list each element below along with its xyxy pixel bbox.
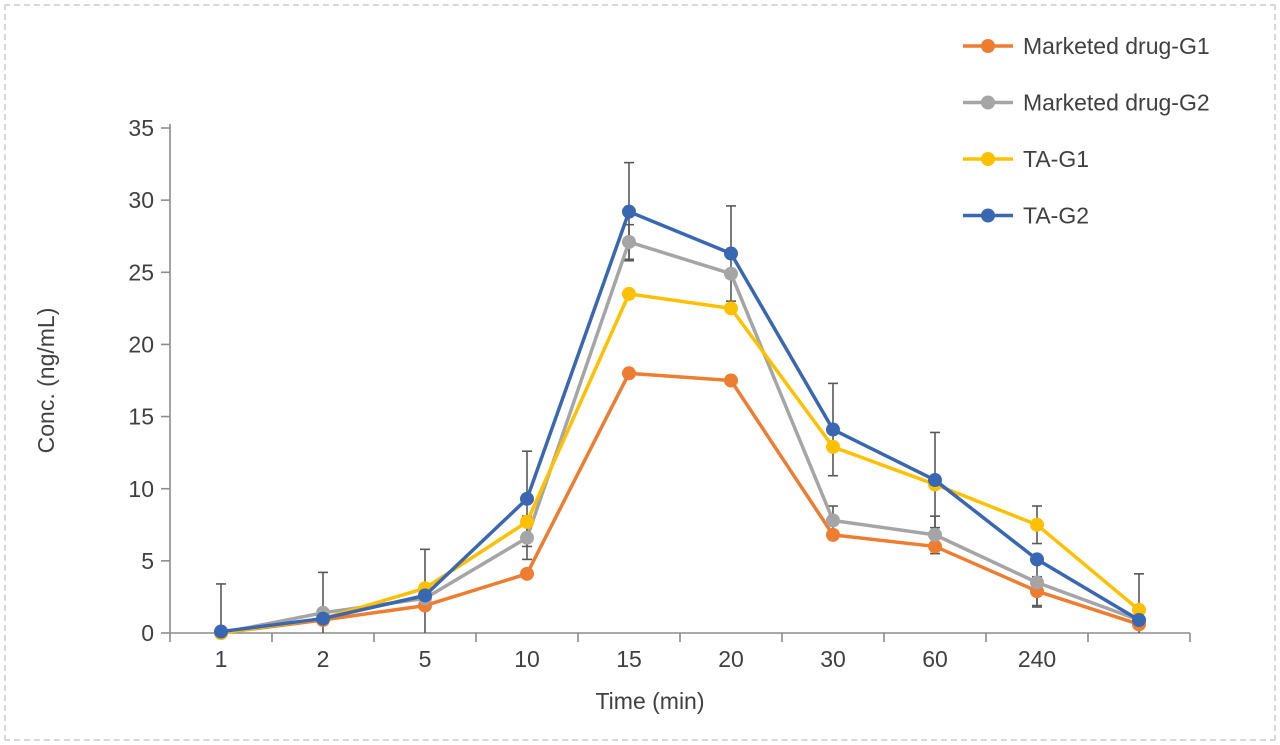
data-point-marketed-drug-g2 — [622, 234, 636, 249]
legend-marker-dot — [981, 39, 995, 53]
series-line-ta-g2 — [219, 209, 1141, 634]
y-tick-label: 20 — [128, 331, 154, 357]
series-ta-g2 — [214, 204, 1146, 639]
x-tick-label: 2 — [317, 646, 330, 672]
data-point-ta-g2 — [724, 246, 738, 261]
x-axis-title: Time (min) — [595, 688, 704, 714]
data-point-ta-g1 — [724, 301, 738, 316]
data-point-marketed-drug-g2 — [724, 266, 738, 281]
legend-item-ta-g1: TA-G1 — [963, 146, 1089, 172]
y-tick-label: 15 — [128, 404, 154, 430]
legend-label: Marketed drug-G2 — [1023, 90, 1210, 116]
y-tick-label: 10 — [128, 476, 154, 502]
data-point-ta-g1 — [1132, 602, 1146, 617]
x-axis-tick-labels: 1 2 5 10 15 20 30 60 240 — [215, 646, 1057, 672]
x-tick-label: 15 — [616, 646, 642, 672]
x-tick-label: 5 — [419, 646, 432, 672]
legend-label: TA-G2 — [1023, 203, 1089, 229]
y-axis-tick-labels: 0 5 10 15 20 25 30 35 — [128, 115, 154, 646]
legend: Marketed drug-G1 Marketed drug-G2 TA-G1 TA-… — [963, 33, 1210, 229]
y-axis-title: Conc. (ng/mL) — [33, 308, 59, 454]
data-point-marketed-drug-g2 — [1030, 575, 1044, 590]
data-point-ta-g1 — [1030, 517, 1044, 532]
data-point-ta-g1 — [826, 439, 840, 454]
y-axis-ticks — [161, 127, 170, 634]
data-point-marketed-drug-g1 — [928, 539, 942, 554]
data-point-marketed-drug-g1 — [724, 373, 738, 388]
series-line-ta-g1 — [219, 292, 1141, 635]
x-tick-label: 10 — [514, 646, 540, 672]
data-point-marketed-drug-g2 — [520, 530, 534, 545]
data-point-ta-g1 — [520, 514, 534, 529]
data-point-ta-g2 — [316, 611, 330, 626]
y-tick-label: 0 — [141, 620, 154, 646]
data-point-marketed-drug-g1 — [826, 527, 840, 542]
series-ta-g1 — [214, 286, 1146, 640]
data-point-marketed-drug-g1 — [622, 366, 636, 381]
data-point-marketed-drug-g1 — [520, 566, 534, 581]
data-point-ta-g2 — [928, 473, 942, 488]
data-point-ta-g2 — [1030, 552, 1044, 567]
y-tick-label: 5 — [141, 548, 154, 574]
series-marketed-drug-g1 — [214, 366, 1146, 640]
y-tick-label: 35 — [128, 115, 154, 141]
x-tick-label: 240 — [1018, 646, 1056, 672]
legend-item-marketed-drug-g1: Marketed drug-G1 — [963, 33, 1210, 59]
y-tick-label: 25 — [128, 259, 154, 285]
legend-item-ta-g2: TA-G2 — [963, 203, 1089, 229]
data-point-ta-g1 — [622, 286, 636, 301]
y-tick-label: 30 — [128, 187, 154, 213]
series-line-marketed-drug-g1 — [219, 371, 1141, 635]
data-point-ta-g2 — [1132, 613, 1146, 628]
data-point-marketed-drug-g2 — [826, 513, 840, 528]
x-tick-label: 30 — [820, 646, 846, 672]
data-point-ta-g2 — [622, 204, 636, 219]
legend-marker-dot — [981, 208, 995, 223]
data-point-ta-g2 — [826, 422, 840, 437]
x-tick-label: 1 — [215, 646, 228, 672]
x-tick-label: 60 — [922, 646, 948, 672]
data-point-ta-g2 — [214, 624, 228, 639]
legend-item-marketed-drug-g2: Marketed drug-G2 — [963, 90, 1210, 116]
legend-label: Marketed drug-G1 — [1023, 33, 1210, 59]
x-tick-label: 20 — [718, 646, 744, 672]
data-point-ta-g2 — [520, 491, 534, 506]
data-point-marketed-drug-g2 — [928, 527, 942, 542]
legend-marker-dot — [981, 152, 995, 166]
data-point-ta-g2 — [418, 588, 432, 603]
legend-label: TA-G1 — [1023, 146, 1089, 172]
x-axis-ticks — [169, 633, 1191, 642]
legend-marker-dot — [981, 95, 995, 110]
